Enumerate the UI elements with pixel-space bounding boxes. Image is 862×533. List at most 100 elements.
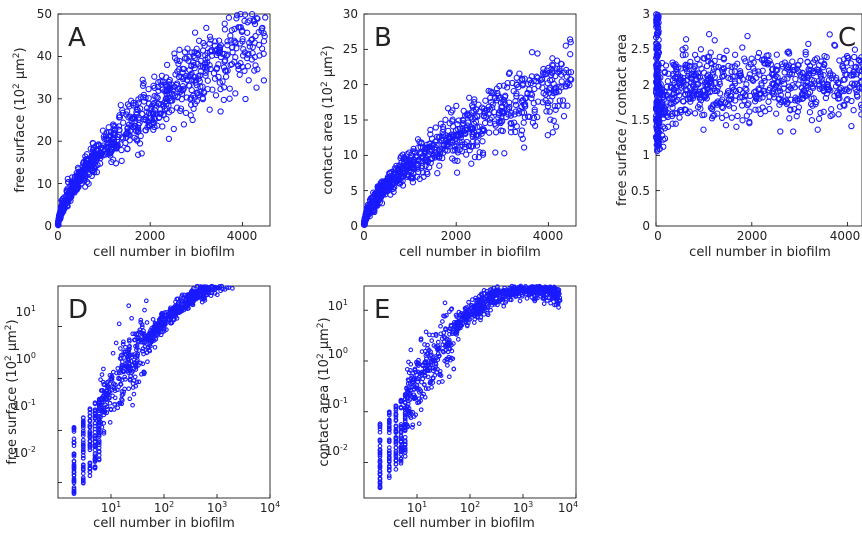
- scatter-point: [802, 48, 809, 56]
- panel-c-ytick-label: 1: [642, 148, 650, 162]
- scatter-point: [653, 45, 660, 52]
- scatter-point: [567, 39, 574, 46]
- scatter-point: [96, 445, 102, 451]
- scatter-point: [142, 116, 149, 124]
- scatter-point: [664, 123, 672, 130]
- scatter-point: [472, 132, 480, 139]
- scatter-point: [745, 100, 752, 107]
- scatter-point: [393, 441, 399, 447]
- scatter-point: [220, 84, 228, 91]
- scatter-point: [179, 83, 186, 90]
- scatter-point: [682, 81, 689, 88]
- scatter-point: [160, 111, 167, 118]
- scatter-point: [719, 104, 726, 112]
- scatter-point: [754, 53, 761, 61]
- scatter-point: [377, 476, 383, 482]
- panel-d-points: [58, 283, 271, 498]
- scatter-point: [364, 204, 372, 211]
- scatter-point: [736, 77, 743, 84]
- scatter-point: [128, 373, 133, 379]
- scatter-point: [183, 76, 191, 84]
- panel-a-ytick-label: 0: [44, 219, 52, 233]
- scatter-point: [245, 77, 252, 84]
- scatter-point: [654, 51, 661, 59]
- scatter-point: [228, 60, 236, 68]
- panel-e: E 10-2 10-1 100 101 101 102 103 104 cell…: [316, 283, 578, 531]
- scatter-point: [685, 70, 693, 77]
- panel-b-xtick-label: 0: [360, 229, 368, 243]
- scatter-point: [744, 32, 751, 40]
- scatter-point: [173, 80, 181, 87]
- scatter-point: [558, 78, 565, 85]
- scatter-point: [118, 382, 124, 387]
- panel-c: C 0 0.5 1 1.5 2 2.5 3 0 2000 4000 cell n…: [615, 7, 862, 260]
- scatter-point: [475, 154, 482, 161]
- scatter-point: [127, 396, 133, 402]
- scatter-point: [737, 69, 744, 77]
- scatter-point: [126, 365, 131, 371]
- scatter-point: [80, 420, 86, 426]
- scatter-point: [402, 442, 408, 448]
- panel-b-ytick-label: 10: [343, 148, 358, 162]
- scatter-point: [92, 429, 98, 435]
- scatter-point: [535, 83, 542, 90]
- scatter-point: [436, 153, 443, 160]
- scatter-point: [742, 91, 749, 99]
- scatter-point: [138, 360, 143, 366]
- scatter-point: [466, 147, 473, 154]
- scatter-point: [728, 96, 735, 103]
- panel-d-ytick-label: 101: [16, 304, 36, 319]
- scatter-point: [92, 459, 98, 464]
- scatter-point: [501, 303, 507, 309]
- scatter-point: [159, 123, 166, 130]
- scatter-point: [836, 86, 843, 93]
- scatter-point: [456, 146, 463, 153]
- scatter-point: [504, 79, 511, 87]
- scatter-point: [804, 58, 811, 65]
- scatter-point: [155, 87, 162, 94]
- panel-b: B 0 5 10 15 20 25 30 0 2000 4000 cell nu…: [320, 7, 577, 260]
- scatter-point: [130, 331, 136, 337]
- scatter-point: [393, 467, 399, 472]
- scatter-point: [378, 200, 386, 207]
- scatter-point: [175, 73, 183, 81]
- scatter-point: [668, 100, 675, 108]
- scatter-point: [80, 453, 86, 459]
- scatter-point: [725, 62, 732, 70]
- scatter-point: [199, 95, 207, 103]
- scatter-point: [114, 387, 120, 393]
- scatter-point: [707, 77, 714, 85]
- scatter-point: [116, 113, 124, 121]
- scatter-point: [220, 64, 228, 71]
- scatter-point: [398, 422, 404, 427]
- scatter-point: [481, 107, 488, 115]
- scatter-point: [80, 447, 86, 453]
- scatter-point: [441, 141, 448, 148]
- scatter-point: [87, 145, 94, 152]
- scatter-point: [163, 61, 171, 69]
- scatter-point: [221, 20, 228, 27]
- scatter-point: [495, 111, 502, 118]
- scatter-point: [241, 17, 248, 25]
- scatter-point: [503, 84, 511, 91]
- scatter-point: [660, 96, 667, 104]
- scatter-point: [204, 77, 211, 84]
- scatter-point: [222, 73, 230, 80]
- scatter-point: [71, 424, 77, 430]
- scatter-point: [131, 122, 138, 130]
- scatter-point: [758, 82, 765, 89]
- scatter-point: [506, 99, 513, 106]
- scatter-point: [131, 391, 137, 397]
- scatter-point: [199, 83, 206, 90]
- scatter-point: [834, 91, 842, 99]
- scatter-point: [424, 170, 431, 178]
- scatter-point: [461, 141, 468, 148]
- scatter-point: [149, 110, 156, 117]
- scatter-point: [690, 65, 697, 72]
- scatter-point: [489, 101, 496, 108]
- scatter-point: [676, 78, 683, 85]
- scatter-point: [567, 68, 575, 76]
- scatter-point: [118, 370, 124, 375]
- panel-d-ytick-label: 10-2: [13, 445, 36, 460]
- scatter-point: [105, 385, 110, 391]
